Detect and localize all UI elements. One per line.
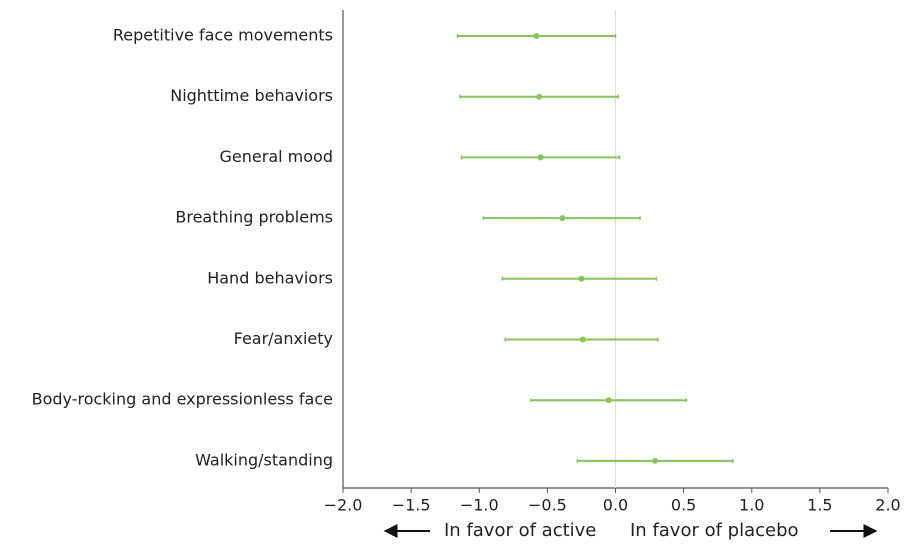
annotation: In favor of placebo (630, 520, 799, 541)
y-tick-label: Hand behaviors (207, 268, 333, 287)
x-tick-label: 1.5 (807, 496, 832, 515)
y-tick-label: Body-rocking and expressionless face (32, 390, 333, 409)
y-tick-label: Repetitive face movements (113, 26, 333, 45)
x-tick-label: −2.0 (324, 496, 363, 515)
point-estimate (652, 457, 659, 464)
x-tick-label: 2.0 (875, 496, 900, 515)
y-tick-label: Fear/anxiety (234, 329, 333, 348)
x-tick-label: −1.0 (460, 496, 499, 515)
x-tick-label: 1.0 (739, 496, 764, 515)
y-tick-label: General mood (220, 147, 333, 166)
x-tick-label: −0.5 (528, 496, 567, 515)
point-estimate (605, 397, 612, 404)
x-tick-label: −1.5 (392, 496, 431, 515)
point-estimate (536, 93, 543, 100)
point-estimate (559, 215, 566, 222)
y-tick-label: Breathing problems (175, 208, 333, 227)
point-estimate (579, 336, 586, 343)
x-tick-label: 0.5 (671, 496, 696, 515)
point-estimate (578, 275, 585, 282)
point-estimate (533, 33, 540, 39)
annotation: In favor of active (444, 520, 596, 541)
x-tick-label: 0.0 (603, 496, 628, 515)
y-tick-label: Walking/standing (195, 450, 333, 469)
y-tick-label: Nighttime behaviors (170, 86, 333, 105)
point-estimate (537, 154, 544, 161)
